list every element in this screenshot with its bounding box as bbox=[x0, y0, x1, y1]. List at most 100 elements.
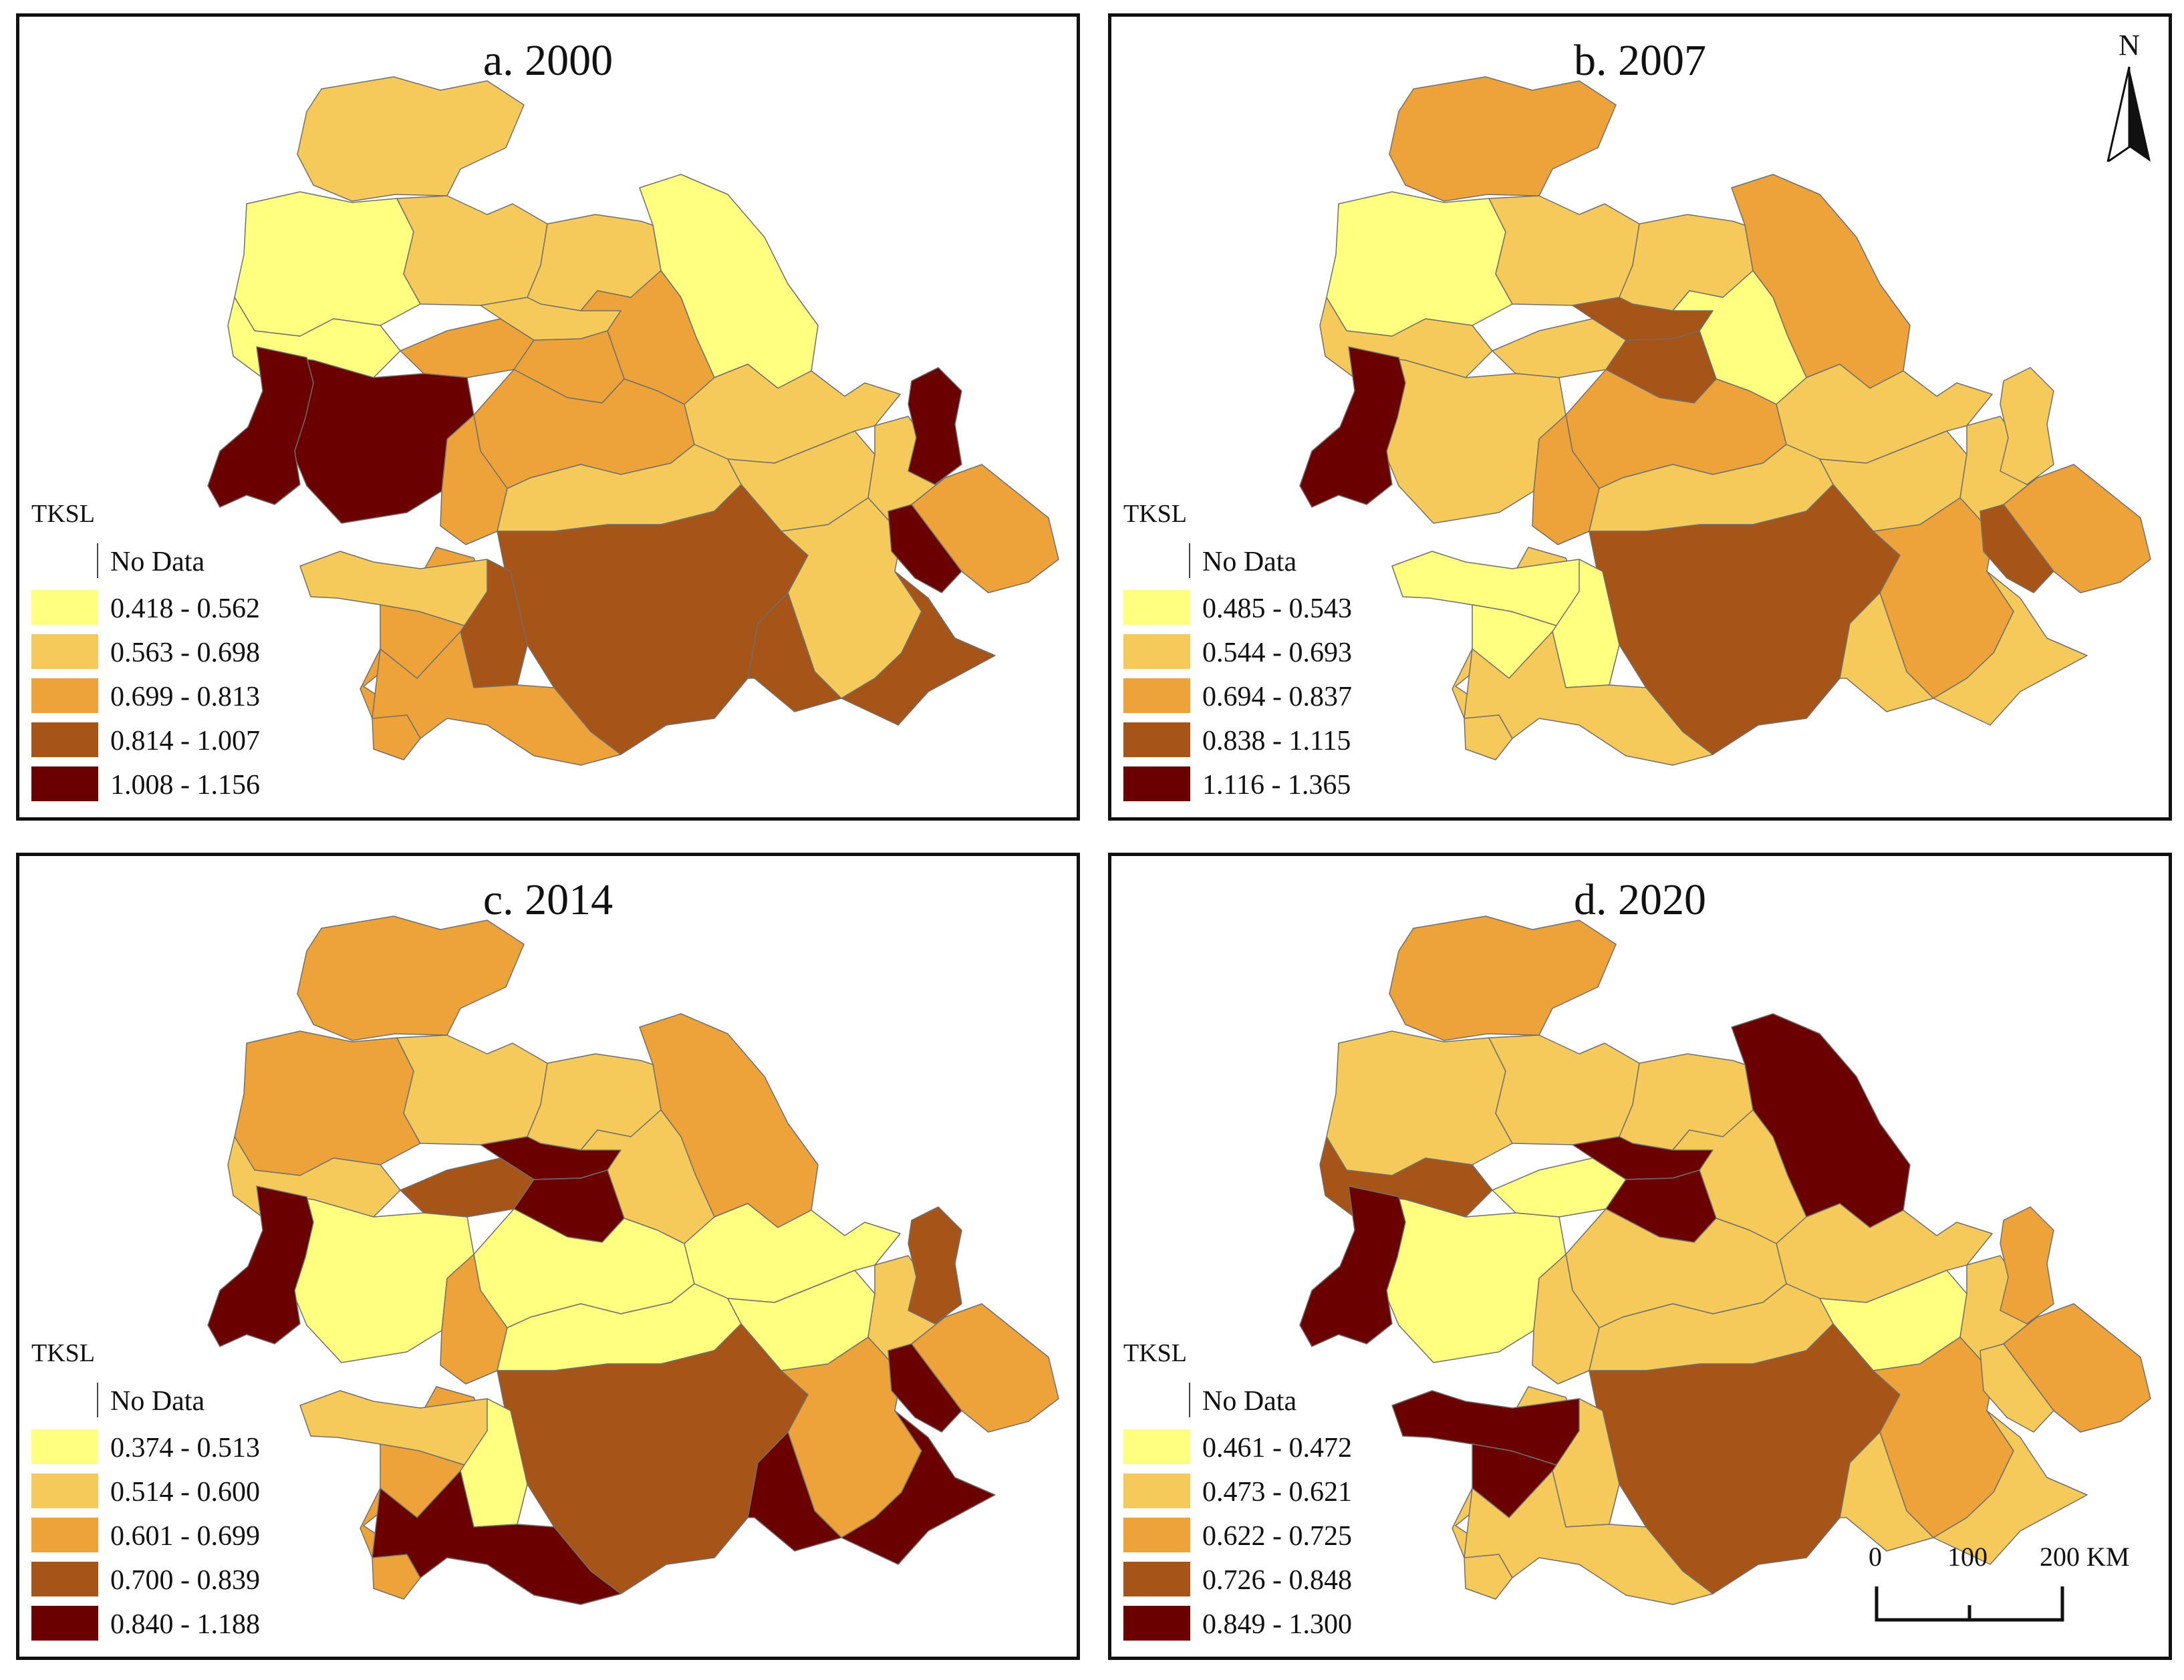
legend-swatch-no-data bbox=[1123, 1383, 1190, 1417]
region-24 bbox=[1299, 1185, 1406, 1347]
legend-label-class-4: 0.838 - 1.115 bbox=[1202, 726, 1351, 756]
legend-swatch-no-data bbox=[1123, 543, 1190, 578]
legend-swatch-class-5 bbox=[1123, 766, 1190, 801]
legend-row-class-1: 0.461 - 0.472 bbox=[1123, 1429, 1498, 1467]
region-21 bbox=[908, 367, 962, 485]
choropleth-map bbox=[1299, 76, 2151, 766]
legend-row-class-2: 0.514 - 0.600 bbox=[31, 1474, 406, 1511]
map-title: d. 2020 bbox=[1574, 875, 1706, 924]
legend-row-class-1: 0.374 - 0.513 bbox=[31, 1429, 406, 1467]
legend-row-class-1: 0.485 - 0.543 bbox=[1123, 590, 1498, 627]
legend-row-no-data: No Data bbox=[31, 1383, 406, 1420]
legend-title: TKSL bbox=[31, 1339, 95, 1367]
choropleth-map bbox=[207, 916, 1059, 1605]
legend-swatch-class-4 bbox=[1123, 1562, 1190, 1596]
legend-label-class-5: 0.849 - 1.300 bbox=[1202, 1609, 1352, 1640]
choropleth-map bbox=[207, 76, 1059, 766]
legend-label-class-1: 0.461 - 0.472 bbox=[1202, 1433, 1352, 1463]
region-21 bbox=[2000, 367, 2054, 485]
map-panel-2000: a. 2000 TKSL No Data 0.418 - 0.562 0.563 … bbox=[16, 13, 1080, 821]
region-29 bbox=[1839, 1410, 2088, 1565]
map-title: b. 2007 bbox=[1574, 36, 1706, 85]
legend-label-class-4: 0.700 - 0.839 bbox=[110, 1565, 260, 1596]
region-28 bbox=[372, 1470, 622, 1605]
region-1 bbox=[1389, 76, 1617, 202]
map-panel-2007: b. 2007 TKSL No Data 0.485 - 0.543 0.544 … bbox=[1108, 13, 2172, 821]
legend-label-no-data: No Data bbox=[1202, 1386, 1297, 1417]
legend-title: TKSL bbox=[1123, 1339, 1187, 1367]
region-28 bbox=[372, 631, 622, 766]
legend-row-class-3: 0.699 - 0.813 bbox=[31, 678, 406, 716]
region-21 bbox=[908, 1206, 962, 1324]
legend-label-class-3: 0.699 - 0.813 bbox=[110, 682, 260, 712]
legend-label-class-3: 0.622 - 0.725 bbox=[1202, 1521, 1352, 1552]
legend-row-class-3: 0.601 - 0.699 bbox=[31, 1518, 406, 1555]
legend-label-class-2: 0.544 - 0.693 bbox=[1202, 638, 1352, 668]
region-1 bbox=[297, 916, 525, 1041]
legend-row-class-3: 0.622 - 0.725 bbox=[1123, 1518, 1498, 1555]
legend-row-class-2: 0.544 - 0.693 bbox=[1123, 634, 1498, 672]
region-22 bbox=[888, 504, 962, 593]
legend-swatch-class-1 bbox=[1123, 590, 1190, 625]
region-29 bbox=[747, 1410, 996, 1565]
region-3 bbox=[396, 195, 548, 306]
legend: TKSL No Data 0.418 - 0.562 0.563 - 0.698 0… bbox=[31, 499, 406, 813]
legend-swatch-class-2 bbox=[1123, 634, 1190, 669]
region-3 bbox=[1488, 1034, 1640, 1145]
region-2 bbox=[1326, 191, 1513, 337]
region-24 bbox=[207, 346, 314, 508]
legend-row-class-4: 0.838 - 1.115 bbox=[1123, 722, 1498, 760]
region-2 bbox=[234, 1030, 421, 1176]
legend-swatch-class-1 bbox=[31, 590, 98, 625]
legend-label-class-1: 0.374 - 0.513 bbox=[110, 1433, 260, 1463]
region-29 bbox=[1839, 571, 2088, 726]
legend-label-class-5: 0.840 - 1.188 bbox=[110, 1609, 260, 1640]
legend-row-class-1: 0.418 - 0.562 bbox=[31, 590, 406, 627]
legend-row-class-5: 1.008 - 1.156 bbox=[31, 766, 406, 804]
scale-bar-line bbox=[1875, 1586, 2064, 1622]
legend-label-class-5: 1.008 - 1.156 bbox=[110, 770, 260, 801]
map-panel-2020: d. 2020 TKSL No Data 0.461 - 0.472 0.473 … bbox=[1108, 853, 2172, 1660]
legend-swatch-class-5 bbox=[31, 1606, 98, 1641]
region-29 bbox=[747, 571, 996, 726]
legend-label-class-3: 0.601 - 0.699 bbox=[110, 1521, 260, 1552]
legend-label-class-2: 0.514 - 0.600 bbox=[110, 1477, 260, 1508]
legend-swatch-class-4 bbox=[31, 722, 98, 757]
legend-label-class-2: 0.563 - 0.698 bbox=[110, 638, 260, 668]
legend-label-class-1: 0.418 - 0.562 bbox=[110, 593, 260, 624]
legend-swatch-class-3 bbox=[31, 678, 98, 713]
region-2 bbox=[1326, 1030, 1513, 1176]
north-arrow-icon bbox=[2106, 66, 2151, 162]
scale-bar: 0 100 200 KM bbox=[1869, 1541, 2163, 1635]
legend-row-class-5: 1.116 - 1.365 bbox=[1123, 766, 1498, 804]
legend-swatch-class-2 bbox=[31, 1474, 98, 1508]
region-22 bbox=[1980, 504, 2054, 593]
scale-label-0: 0 bbox=[1869, 1542, 1882, 1572]
region-24 bbox=[1299, 346, 1406, 508]
legend-label-class-2: 0.473 - 0.621 bbox=[1202, 1477, 1352, 1508]
legend-swatch-class-3 bbox=[1123, 678, 1190, 713]
legend-row-class-3: 0.694 - 0.837 bbox=[1123, 678, 1498, 716]
region-21 bbox=[2000, 1206, 2054, 1324]
region-2 bbox=[234, 191, 421, 337]
scale-label-100: 100 bbox=[1947, 1542, 1988, 1572]
map-panel-2014: c. 2014 TKSL No Data 0.374 - 0.513 0.514 … bbox=[16, 853, 1080, 1660]
legend-row-class-2: 0.563 - 0.698 bbox=[31, 634, 406, 672]
legend-title: TKSL bbox=[1123, 500, 1187, 528]
region-28 bbox=[1464, 631, 1714, 766]
legend-label-class-4: 0.814 - 1.007 bbox=[110, 726, 260, 756]
legend: TKSL No Data 0.374 - 0.513 0.514 - 0.600 0… bbox=[31, 1339, 406, 1653]
legend-row-class-2: 0.473 - 0.621 bbox=[1123, 1474, 1498, 1511]
legend-label-class-4: 0.726 - 0.848 bbox=[1202, 1565, 1352, 1596]
legend-swatch-class-1 bbox=[31, 1429, 98, 1464]
legend-label-no-data: No Data bbox=[110, 1386, 205, 1417]
map-title: c. 2014 bbox=[483, 875, 613, 924]
legend-row-no-data: No Data bbox=[31, 543, 406, 581]
map-title: a. 2000 bbox=[483, 36, 613, 85]
legend-swatch-class-3 bbox=[31, 1518, 98, 1552]
legend-label-no-data: No Data bbox=[110, 547, 205, 577]
legend-row-class-5: 0.849 - 1.300 bbox=[1123, 1606, 1498, 1643]
region-22 bbox=[888, 1343, 962, 1433]
legend-swatch-class-5 bbox=[31, 766, 98, 801]
legend-label-class-5: 1.116 - 1.365 bbox=[1202, 770, 1351, 801]
